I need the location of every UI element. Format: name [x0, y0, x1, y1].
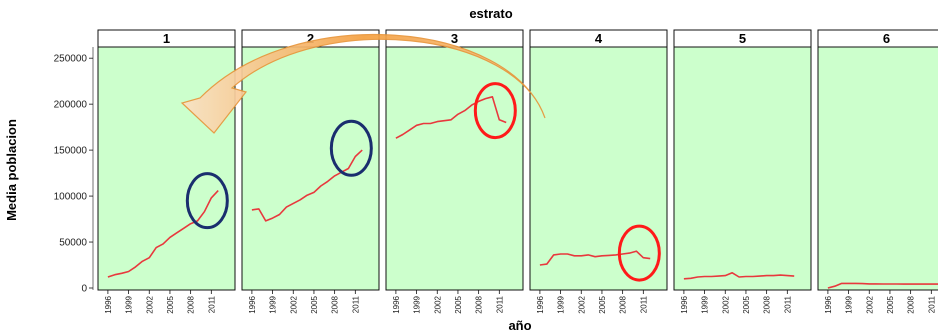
- y-axis: 0 50000 100000 150000 200000 250000: [54, 47, 94, 295]
- x-tick-label: 2011: [207, 295, 216, 313]
- blue-highlight-ellipse: [329, 119, 373, 177]
- panel-2: 2 1996 1999 2002 2005 2008 2011: [241, 29, 380, 314]
- x-tick-label: 1996: [248, 295, 257, 313]
- x-axis-title: año: [508, 318, 531, 333]
- blue-highlight-ellipse: [185, 172, 229, 230]
- x-tick-label: 1996: [104, 295, 113, 313]
- y-axis-title: Media poblacion: [4, 119, 19, 221]
- x-tick-label: 1999: [701, 295, 710, 313]
- x-tick-label: 2005: [454, 295, 463, 313]
- x-tick-label: 2002: [721, 295, 730, 313]
- x-tick-label: 2008: [907, 295, 916, 313]
- x-tick-label: 2008: [763, 295, 772, 313]
- x-tick-label: 2011: [351, 295, 360, 313]
- y-tick-label: 0: [81, 284, 87, 295]
- panel-1: 1 1996 1999 2002 2005 2008 2011: [97, 29, 236, 314]
- x-tick-label: 2005: [598, 295, 607, 313]
- x-tick-label: 2002: [289, 295, 298, 313]
- data-line-4: [539, 250, 651, 266]
- y-tick-label: 200000: [54, 100, 88, 111]
- panels-group: 1 1996 1999 2002 2005 2008 2011 2 1996 1999 2002 20…: [97, 29, 938, 314]
- strip-label: 2: [307, 31, 314, 46]
- x-tick-label: 2008: [331, 295, 340, 313]
- red-highlight-ellipse: [473, 82, 517, 140]
- panel-6: 6 1996 1999 2002 2005 2008 2011: [817, 29, 938, 314]
- x-tick-label: 1999: [557, 295, 566, 313]
- x-tick-label: 2005: [166, 295, 175, 313]
- panel-4: 4 1996 1999 2002 2005 2008 2011: [529, 29, 668, 314]
- x-tick-label: 2011: [639, 295, 648, 313]
- x-tick-label: 2008: [619, 295, 628, 313]
- panel-5: 5 1996 1999 2002 2005 2008 2011: [673, 29, 812, 314]
- plot-area: [385, 46, 524, 291]
- x-tick-label: 2011: [783, 295, 792, 313]
- strip-label: 3: [451, 31, 458, 46]
- curved-arrow: [180, 33, 546, 134]
- x-tick-label: 2002: [865, 295, 874, 313]
- x-tick-label: 1999: [269, 295, 278, 313]
- x-tick-label: 1996: [392, 295, 401, 313]
- x-tick-label: 2011: [927, 295, 936, 313]
- strip-label: 1: [163, 31, 170, 46]
- x-tick-label: 2008: [187, 295, 196, 313]
- plot-area: [673, 46, 812, 291]
- x-tick-label: 1996: [824, 295, 833, 313]
- data-line-5: [683, 271, 795, 280]
- x-tick-label: 1999: [413, 295, 422, 313]
- x-tick-label: 2002: [577, 295, 586, 313]
- x-tick-label: 2011: [495, 295, 504, 313]
- x-tick-label: 2002: [433, 295, 442, 313]
- y-tick-label: 100000: [54, 192, 88, 203]
- red-highlight-ellipse: [617, 224, 661, 282]
- x-tick-label: 2005: [742, 295, 751, 313]
- y-tick-label: 50000: [59, 238, 87, 249]
- x-tick-label: 1999: [845, 295, 854, 313]
- plot-area: [241, 46, 380, 291]
- strip-box: [817, 29, 938, 48]
- strip-label: 4: [595, 31, 603, 46]
- data-line-1: [107, 190, 219, 278]
- x-tick-label: 1996: [680, 295, 689, 313]
- strip-label: 6: [883, 31, 890, 46]
- x-tick-label: 2005: [886, 295, 895, 313]
- x-tick-label: 2008: [475, 295, 484, 313]
- data-line-6: [827, 282, 938, 289]
- plot-area: [97, 46, 236, 291]
- x-tick-label: 1999: [125, 295, 134, 313]
- panel-3: 3 1996 1999 2002 2005 2008 2011: [385, 29, 524, 314]
- data-line-2: [251, 149, 363, 222]
- y-tick-label: 150000: [54, 146, 88, 157]
- x-tick-label: 2005: [310, 295, 319, 313]
- x-tick-label: 1996: [536, 295, 545, 313]
- plot-area: [817, 46, 938, 291]
- data-line-3: [395, 96, 507, 139]
- annotations-group: [180, 33, 661, 282]
- strip-label: 5: [739, 31, 746, 46]
- chart-title: estrato: [469, 6, 512, 21]
- plot-area: [529, 46, 668, 291]
- y-tick-label: 250000: [54, 54, 88, 65]
- x-tick-label: 2002: [145, 295, 154, 313]
